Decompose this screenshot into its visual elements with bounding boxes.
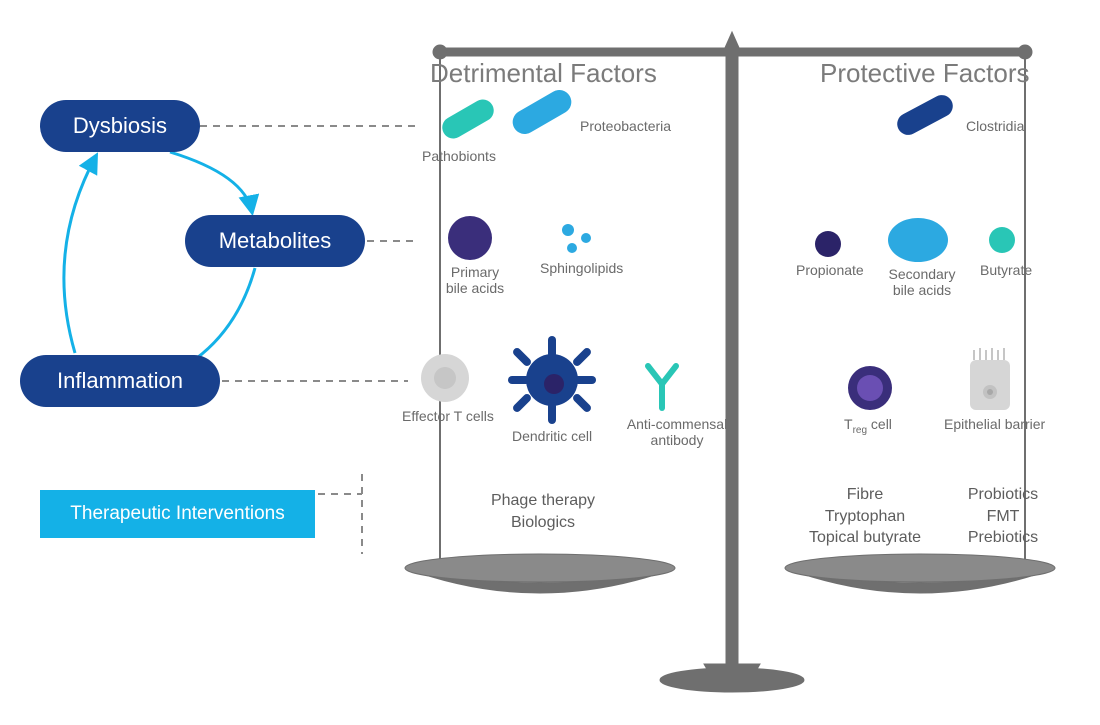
label-pathobionts: Pathobionts <box>422 148 496 164</box>
node-inflammation: Inflammation <box>20 355 220 407</box>
antibody-icon <box>648 366 676 408</box>
node-therapeutic-interventions: Therapeutic Interventions <box>40 490 315 538</box>
label-propionate: Propionate <box>796 262 864 278</box>
propionate-icon <box>815 231 841 257</box>
effector-tcell-icon <box>421 354 469 402</box>
scale-pan-right <box>785 554 1055 593</box>
sphingolipids-icon <box>562 224 591 253</box>
dendritic-cell-icon <box>508 336 596 424</box>
pathobionts-icon <box>438 95 497 142</box>
therapies-protective-left: Fibre Tryptophan Topical butyrate <box>800 484 930 549</box>
title-protective: Protective Factors <box>820 58 1030 89</box>
butyrate-icon <box>989 227 1015 253</box>
title-detrimental: Detrimental Factors <box>430 58 657 89</box>
therapies-protective-right: Probiotics FMT Prebiotics <box>948 484 1058 549</box>
therapies-detrimental: Phage therapy Biologics <box>478 490 608 533</box>
label-epith: Epithelial barrier <box>944 416 1045 432</box>
treg-cell-icon <box>848 366 892 410</box>
proteobacteria-icon <box>508 86 575 139</box>
label-primary-bile: Primarybile acids <box>445 264 505 296</box>
label-treg: Treg cell <box>844 416 892 436</box>
label-proteobacteria: Proteobacteria <box>580 118 671 134</box>
label-secondary-bile: Secondarybile acids <box>886 266 958 298</box>
scale-pan-left <box>405 554 675 593</box>
node-metabolites: Metabolites <box>185 215 365 267</box>
node-dysbiosis: Dysbiosis <box>40 100 200 152</box>
balance-scale <box>405 32 1055 692</box>
label-antibody: Anti-commensalantibody <box>622 416 732 448</box>
label-clostridia: Clostridia <box>966 118 1024 134</box>
secondary-bile-icon <box>888 218 948 262</box>
label-sphingolipids: Sphingolipids <box>540 260 623 276</box>
epithelial-barrier-icon <box>970 348 1010 410</box>
label-butyrate: Butyrate <box>980 262 1032 278</box>
clostridia-icon <box>893 91 956 139</box>
label-effector-t: Effector T cells <box>402 408 494 424</box>
primary-bile-icon <box>448 216 492 260</box>
label-dendritic: Dendritic cell <box>512 428 592 444</box>
